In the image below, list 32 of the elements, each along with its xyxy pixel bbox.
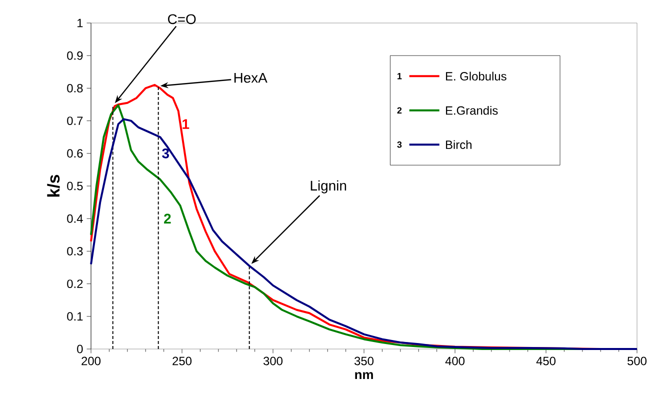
legend-label: Birch (446, 140, 472, 149)
y-tick-label: 0.3 (67, 246, 83, 256)
y-tick-label: 0.4 (67, 214, 83, 223)
x-tick-label: 200 (82, 356, 101, 366)
y-tick-label: 0.5 (67, 182, 83, 190)
legend-label: E. Globulus (446, 72, 506, 81)
text: 1 (398, 73, 402, 80)
x-tick-label: 300 (263, 356, 283, 366)
x-tick-label: 250 (172, 356, 192, 366)
text: 3 (397, 141, 402, 148)
annotation: 2 (164, 214, 171, 224)
annotation: 1 (182, 119, 190, 129)
y-tick-label: 0.8 (67, 84, 83, 92)
y-tick-label: 0.9 (67, 51, 83, 60)
x-tick-label: 350 (354, 356, 374, 366)
y-tick-label: 0.6 (67, 149, 83, 158)
x-axis-title: nm (355, 372, 373, 380)
x-tick-label: 400 (445, 356, 465, 366)
y-tick-label: 1 (77, 18, 83, 28)
annotation: HexA (234, 73, 268, 83)
x-tick-label: 500 (628, 356, 647, 366)
annotation: Lignin (310, 180, 346, 194)
y-tick-label: 0.1 (67, 312, 83, 321)
annotation: C=O (168, 14, 196, 24)
y-tick-label: 0.2 (67, 280, 83, 288)
annotation: 3 (162, 148, 169, 158)
y-tick-label: 0.7 (67, 116, 83, 126)
text: 2 (397, 107, 402, 114)
x-tick-label: 450 (536, 356, 556, 366)
legend-label: E.Grandis (446, 106, 498, 115)
y-axis-title: k/s (47, 174, 60, 197)
y-tick-label: 0 (77, 344, 83, 354)
